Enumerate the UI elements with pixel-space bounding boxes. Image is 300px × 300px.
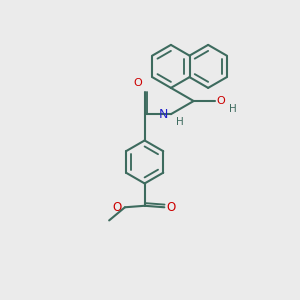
Text: O: O [167, 201, 176, 214]
Text: O: O [216, 96, 225, 106]
Text: O: O [112, 201, 121, 214]
Text: N: N [159, 108, 169, 121]
Text: O: O [134, 78, 142, 88]
Text: H: H [176, 117, 184, 127]
Text: H: H [229, 104, 237, 114]
